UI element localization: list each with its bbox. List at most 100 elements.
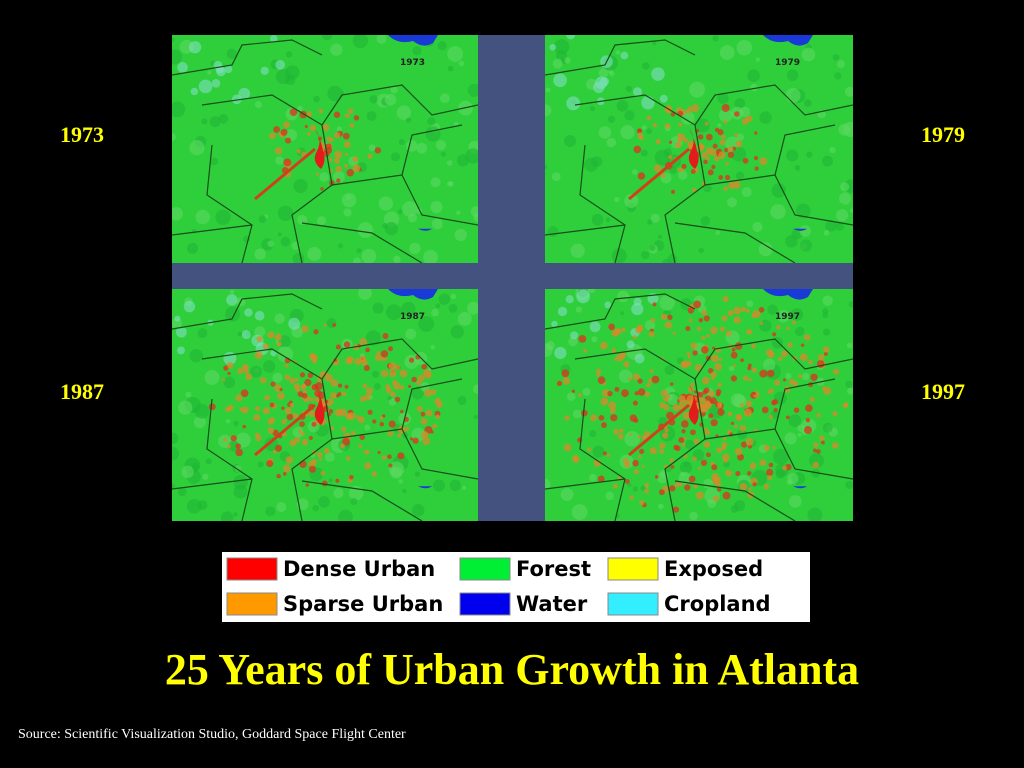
texture (799, 239, 813, 252)
urban (223, 437, 228, 442)
urban (667, 314, 673, 321)
texture (615, 50, 621, 55)
legend-box (222, 552, 810, 622)
texture (758, 242, 773, 257)
legend-label: Cropland (664, 592, 771, 616)
urban (664, 428, 669, 433)
texture (205, 458, 212, 465)
texture (194, 403, 210, 419)
cropland (551, 320, 558, 328)
urban (678, 395, 686, 403)
urban (610, 408, 616, 414)
urban (639, 448, 645, 455)
texture (378, 196, 393, 211)
texture (448, 181, 454, 187)
urban (743, 408, 752, 417)
urban (718, 151, 726, 160)
urban (381, 356, 386, 361)
urban (586, 447, 592, 452)
texture (431, 218, 443, 230)
urban (376, 351, 381, 355)
urban (358, 444, 363, 449)
urban (342, 437, 351, 446)
urban (583, 348, 588, 353)
urban (359, 396, 366, 402)
urban (672, 331, 676, 335)
urban (377, 450, 381, 455)
urban (749, 462, 757, 470)
urban (226, 362, 234, 369)
urban (701, 335, 706, 340)
urban (262, 407, 270, 415)
cropland (177, 346, 185, 355)
urban (390, 391, 396, 398)
texture (201, 118, 208, 125)
cropland (188, 41, 202, 54)
urban (808, 359, 813, 365)
urban (623, 361, 630, 368)
county-boundary (579, 144, 626, 263)
urban (354, 357, 362, 365)
urban (798, 374, 803, 379)
texture (727, 197, 737, 208)
urban (617, 433, 624, 440)
county-boundary (545, 478, 626, 490)
county-boundary (172, 224, 253, 236)
urban (759, 369, 768, 378)
urban (714, 362, 722, 371)
texture (230, 289, 235, 294)
texture (618, 369, 633, 383)
urban (705, 452, 711, 458)
urban (696, 326, 702, 332)
texture (172, 207, 183, 221)
texture (318, 496, 330, 508)
urban (606, 453, 611, 457)
urban (697, 466, 702, 470)
county-boundary (201, 338, 478, 380)
urban (335, 344, 341, 350)
urban (335, 165, 342, 173)
texture (423, 249, 438, 263)
urban (283, 158, 292, 167)
urban (400, 385, 405, 390)
texture (552, 58, 563, 69)
urban (664, 321, 673, 329)
texture (719, 45, 735, 60)
urban (690, 382, 695, 387)
texture (803, 99, 812, 108)
urban (748, 378, 752, 382)
urban (632, 335, 637, 340)
urban (732, 181, 741, 189)
urban (711, 472, 719, 481)
urban (359, 338, 368, 346)
texture (207, 70, 212, 75)
texture (327, 85, 343, 102)
urban (580, 409, 588, 417)
urban (782, 378, 787, 382)
urban (275, 444, 283, 452)
urban (408, 357, 415, 363)
corridor (254, 147, 316, 201)
urban (670, 382, 674, 386)
urban (334, 150, 343, 159)
urban (652, 122, 658, 128)
texture (838, 192, 852, 205)
urban (301, 325, 309, 333)
urban (646, 382, 651, 388)
urban (816, 449, 821, 454)
texture (357, 222, 374, 238)
urban (253, 414, 261, 421)
texture (551, 172, 561, 182)
urban (638, 135, 644, 141)
texture (717, 123, 722, 128)
urban (324, 373, 333, 382)
urban (711, 164, 716, 169)
urban (597, 475, 605, 483)
texture (589, 106, 596, 112)
urban (686, 108, 692, 114)
texture (560, 488, 574, 502)
urban (765, 468, 774, 477)
texture (605, 217, 611, 223)
texture (785, 235, 798, 248)
texture (274, 313, 285, 324)
